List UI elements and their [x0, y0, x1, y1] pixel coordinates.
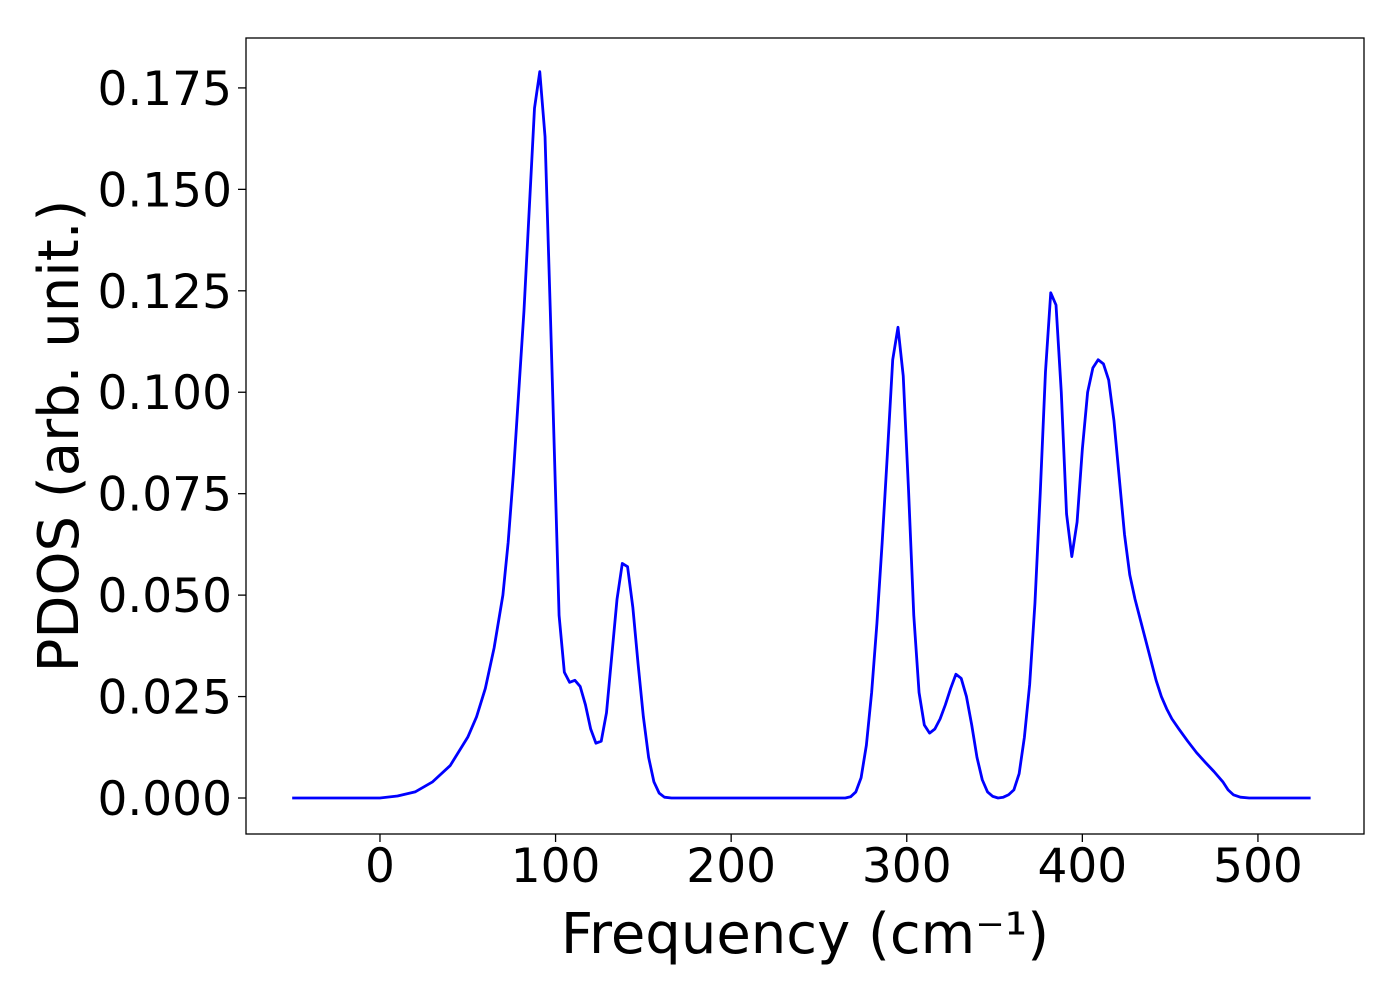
y-tick-label: 0.100	[97, 366, 232, 421]
x-tick-label: 300	[862, 839, 952, 894]
y-axis-label: PDOS (arb. unit.)	[27, 200, 92, 673]
y-tick-label: 0.125	[97, 265, 232, 320]
x-tick-label: 400	[1037, 839, 1127, 894]
x-axis-label: Frequency (cm⁻¹)	[561, 902, 1049, 967]
y-tick-label: 0.050	[97, 569, 232, 624]
x-tick-label: 100	[511, 839, 601, 894]
x-tick-label: 500	[1213, 839, 1303, 894]
plot-frame	[245, 37, 1365, 835]
x-tick-label: 0	[365, 839, 395, 894]
x-tick-label: 200	[686, 839, 776, 894]
y-tick-label: 0.075	[97, 468, 232, 523]
y-tick-label: 0.150	[97, 163, 232, 218]
y-tick-label: 0.000	[97, 772, 232, 827]
y-tick-label: 0.175	[97, 62, 232, 117]
data-line	[292, 70, 1311, 800]
y-tick-label: 0.025	[97, 671, 232, 726]
